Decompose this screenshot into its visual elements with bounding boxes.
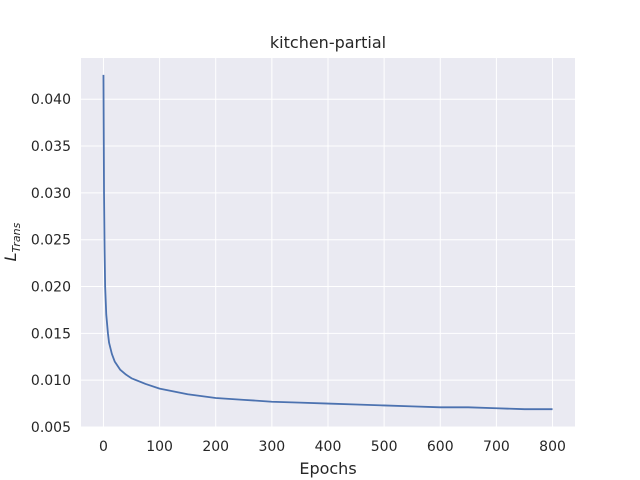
y-tick-label: 0.005 <box>31 420 71 436</box>
x-tick-label: 500 <box>371 439 398 455</box>
x-axis-label: Epochs <box>299 459 356 478</box>
y-axis-label: LTrans <box>1 222 23 261</box>
line <box>102 74 553 411</box>
x-tick-label: 0 <box>99 439 108 455</box>
x-tick-label: 100 <box>146 439 173 455</box>
x-tick-label: 600 <box>427 439 454 455</box>
y-tick-label: 0.020 <box>31 280 71 296</box>
y-label-subscript: Trans <box>10 222 23 252</box>
chart-title: kitchen-partial <box>270 33 386 52</box>
y-tick-label: 0.015 <box>31 326 71 342</box>
y-tick-label: 0.025 <box>31 233 71 249</box>
y-tick-label: 0.010 <box>31 373 71 389</box>
x-tick-label: 300 <box>258 439 285 455</box>
x-tick-label: 700 <box>483 439 510 455</box>
x-tick-label: 800 <box>539 439 566 455</box>
y-tick-label: 0.040 <box>31 92 71 108</box>
y-tick-label: 0.035 <box>31 139 71 155</box>
y-label-base: L <box>1 252 20 261</box>
x-tick-label: 400 <box>315 439 342 455</box>
y-tick-label: 0.030 <box>31 186 71 202</box>
x-tick-label: 200 <box>202 439 229 455</box>
